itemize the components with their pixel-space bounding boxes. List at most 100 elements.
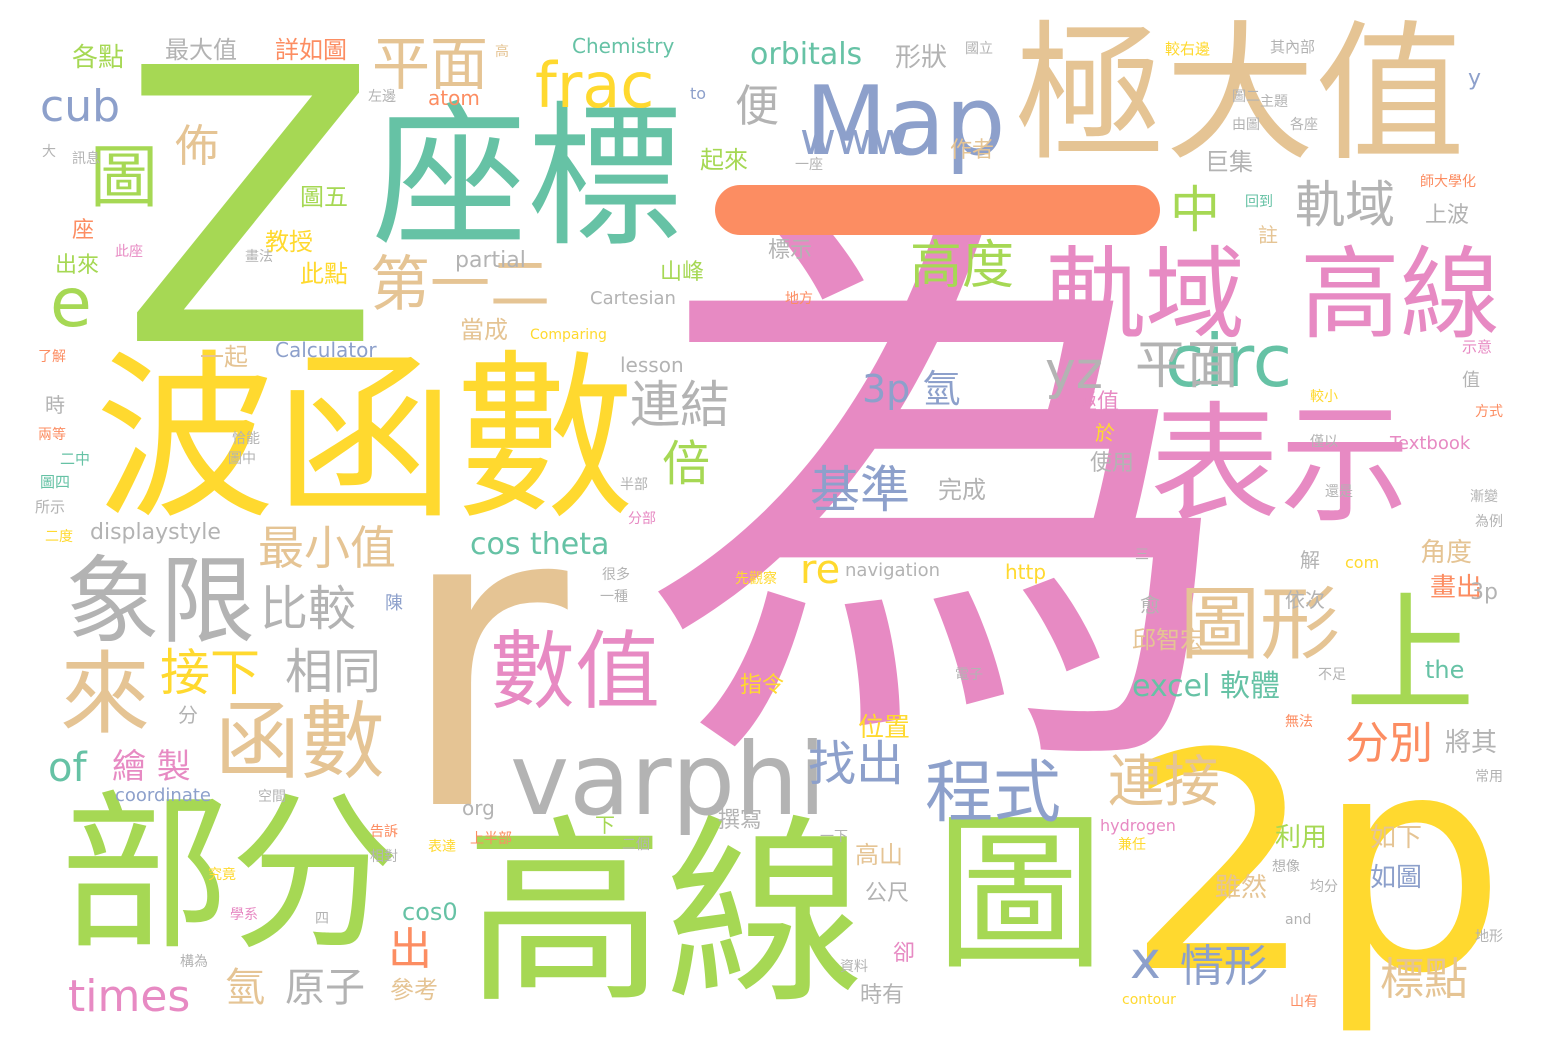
word-huidao: 回到 [1245, 194, 1273, 210]
word-erdu: 二度 [45, 529, 73, 545]
word-jianbian: 漸變 [1470, 489, 1498, 505]
word-san: 三 [1135, 547, 1149, 563]
word-tuzhong: 圖中 [228, 451, 256, 467]
word-gouwei: 構為 [180, 954, 208, 970]
word-two-p: 2p [1125, 690, 1507, 1039]
word-henduo: 很多 [602, 567, 630, 583]
word-tu-left: 圖 [90, 139, 159, 218]
word-of: of [48, 745, 87, 791]
word-ziliao: 資料 [840, 959, 868, 975]
word-bu: 佈 [175, 121, 219, 172]
word-qiuzhihong: 邱智宏 [1132, 626, 1204, 654]
word-qingxing: 情形 [1180, 941, 1268, 992]
word-shang-big: 上 [1345, 579, 1476, 731]
word-xiangxiang: 想像 [1272, 859, 1300, 875]
word-zuodazhi: 最大值 [165, 36, 237, 64]
word-lianjie: 連結 [630, 376, 730, 434]
word-lesson: lesson [620, 353, 684, 377]
word-bijiao: 比較 [260, 581, 357, 637]
word-xiangdui: 相對 [370, 849, 398, 865]
word-gaosu: 告訴 [370, 824, 398, 840]
word-chu: 出 [388, 924, 432, 975]
word-yiyi: 依次 [1285, 588, 1325, 612]
word-coordinate: coordinate [115, 785, 212, 806]
word-cub: cub [40, 81, 121, 132]
word-xiao: 較小 [1310, 389, 1338, 405]
word-org: org [462, 796, 495, 820]
word-jiaoshou: 教授 [265, 228, 313, 256]
word-zhiling: 指令 [740, 673, 785, 698]
word-http: http [1005, 560, 1047, 584]
word-qianeng: 恰能 [232, 431, 260, 447]
word-hanshu: 函數 [215, 693, 386, 792]
word-xingzhuang: 形狀 [895, 43, 948, 73]
word-ruxia: 如下 [1370, 823, 1423, 853]
word-orbitals: orbitals [750, 37, 863, 72]
word-jinyi: 僅以 [1310, 434, 1338, 450]
word-tu5: 圖五 [300, 183, 348, 211]
word-wei: 為 [640, 145, 1240, 844]
word-xun: 訊息 [72, 151, 100, 167]
word-www: www [800, 114, 908, 165]
word-bohanshu: 波函數 [95, 335, 636, 544]
word-quanfa: 畫法 [245, 249, 273, 265]
word-lianjie2: 連接 [1108, 750, 1220, 815]
word-chemistry: Chemistry [572, 34, 675, 58]
word-and: and [1285, 912, 1312, 928]
word-shiyi: 示意 [1462, 338, 1493, 356]
word-yuanzi: 原子 [285, 965, 365, 1011]
word-e: e [50, 264, 92, 343]
word-gaoxian-main: 高線 [465, 798, 866, 1031]
word-xuexi: 學系 [230, 907, 258, 923]
word-liangdeng: 兩等 [38, 427, 66, 443]
word-dianzi: 電子 [955, 667, 983, 683]
word-youli: 由圖 [1232, 117, 1260, 133]
word-cos0: cos0 [402, 898, 458, 926]
word-bian: 便 [735, 81, 779, 132]
word-zuobiao: 座標 [372, 87, 682, 268]
word-hydrogen: hydrogen [1100, 816, 1176, 835]
word-contour: contour [1122, 992, 1176, 1008]
word-jiuji: 究竟 [208, 867, 236, 883]
word-guiyu-1: 軌域 [1045, 236, 1245, 353]
word-jizhi: 極值 [1075, 390, 1120, 415]
word-tu4: 圖四 [40, 473, 71, 491]
word-huachu: 畫出 [1430, 573, 1483, 603]
word-three-p: 3p [1470, 580, 1498, 605]
word-erzhong: 二中 [60, 450, 91, 468]
word-zhu: 註 [1258, 223, 1278, 247]
word-partial: partial [455, 248, 526, 273]
word-cidian: 此點 [300, 260, 348, 288]
word-times: times [68, 971, 191, 1022]
word-qiyou: 其內部 [1270, 38, 1316, 56]
word-yiqi: 一起 [200, 343, 248, 371]
word-jidazhi: 極大值 [1015, 8, 1466, 182]
word-gezuo: 各座 [1290, 117, 1318, 133]
word-yi-bar [715, 185, 1160, 235]
word-si: 四 [315, 911, 329, 927]
word-fen: 分 [178, 703, 198, 727]
word-shi: 時 [45, 393, 65, 417]
word-huizhi: 繪 製 [112, 747, 191, 787]
word-changyong: 常用 [1475, 769, 1503, 785]
word-tu2: 圖二 [1232, 89, 1260, 105]
word-cos-theta: cos theta [470, 527, 610, 562]
word-zhaochu: 找出 [808, 736, 905, 792]
word-shanyou: 山有 [1290, 994, 1318, 1010]
word-wancheng: 完成 [938, 476, 986, 504]
word-calculator: Calculator [275, 338, 377, 362]
word-que: 卻 [893, 941, 916, 966]
word-rutu: 如圖 [1370, 863, 1423, 893]
word-xia: 下 [595, 813, 615, 837]
word-zuozhe: 作者 [950, 138, 995, 163]
word-tu-bottom: 圖 [935, 796, 1106, 994]
word-weizhi: 位置 [858, 713, 911, 743]
word-guoli: 國立 [965, 41, 993, 57]
word-jiaodu: 角度 [1420, 538, 1473, 568]
word-gaoxian-2: 高線 [1300, 236, 1500, 353]
word-biaoshi: 表示 [1150, 389, 1411, 541]
word-dangcheng: 當成 [460, 316, 508, 344]
word-excel: excel 軟體 [1132, 669, 1280, 704]
word-wufa: 無法 [1285, 714, 1313, 730]
word-varphi: varphi [510, 721, 827, 838]
